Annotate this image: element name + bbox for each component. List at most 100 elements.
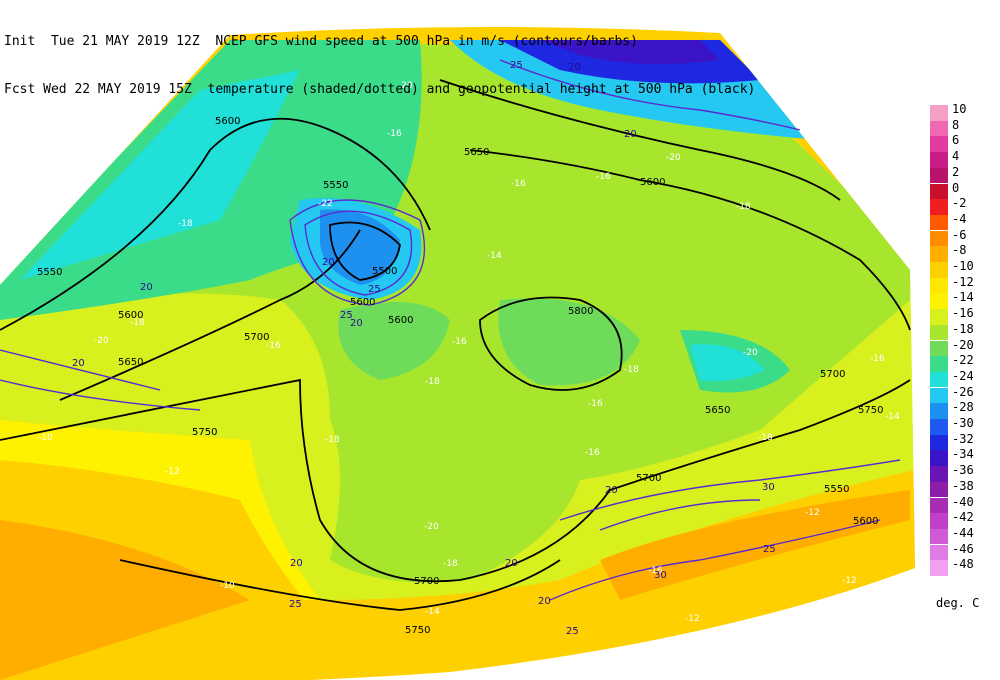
legend-unit-label: deg. C [936, 596, 980, 610]
legend-swatch [930, 387, 948, 404]
wind-label: 20 [538, 596, 551, 607]
legend-label: -40 [952, 494, 974, 509]
legend-label: -24 [952, 368, 974, 383]
wind-label-layer: 25 20 20 20 20 25 20 25 20 25 20 30 25 3… [72, 60, 776, 637]
temperature-label: -18 [758, 433, 773, 443]
legend-label: -2 [952, 196, 967, 211]
height-label: 5500 [372, 266, 397, 277]
legend-label: -26 [952, 384, 974, 399]
header-forecast-line: Fcst Wed 22 MAY 2019 15Z temperature (sh… [4, 82, 756, 97]
legend-label: -4 [952, 211, 967, 226]
legend-label: -48 [952, 557, 974, 572]
legend-swatch [930, 324, 948, 341]
temperature-label: -22 [318, 199, 333, 209]
legend-swatch [930, 419, 948, 435]
legend-label: 6 [952, 133, 960, 148]
legend-swatch [930, 434, 948, 451]
height-label: 5800 [568, 306, 593, 317]
legend-label: -38 [952, 478, 974, 493]
height-label: 5550 [824, 484, 849, 495]
legend-label: -20 [952, 337, 974, 352]
temperature-label: -16 [511, 179, 526, 189]
wind-label: 20 [290, 558, 303, 569]
legend-label: -16 [952, 306, 974, 321]
legend-swatch [930, 246, 948, 262]
legend-swatch [930, 120, 948, 137]
temperature-label: -10 [220, 581, 235, 591]
legend-label: -46 [952, 541, 974, 556]
chart-header: Init Tue 21 MAY 2019 12Z NCEP GFS wind s… [4, 2, 755, 114]
legend-swatch [930, 356, 948, 372]
temperature-label: -18 [325, 435, 340, 445]
temperature-label: -14 [425, 607, 440, 617]
legend-swatch [930, 340, 948, 356]
temperature-label: -16 [266, 341, 281, 351]
temperature-label: -16 [452, 337, 467, 347]
legend-swatch [930, 105, 948, 121]
temperature-label: -12 [685, 614, 700, 624]
height-label: 5600 [853, 516, 878, 527]
temperature-label: -20 [743, 348, 758, 358]
legend-label: 0 [952, 180, 960, 195]
height-label: 5600 [118, 310, 143, 321]
height-label: 5700 [244, 332, 269, 343]
legend-swatch [930, 466, 948, 482]
height-label: 5550 [323, 180, 348, 191]
height-label: 5650 [118, 357, 143, 368]
temperature-label: -16 [588, 399, 603, 409]
temperature-label: -16 [585, 448, 600, 458]
legend-swatch [930, 481, 948, 498]
legend-label: -14 [952, 290, 974, 305]
height-label: 5750 [858, 405, 883, 416]
wind-contours [0, 59, 901, 601]
temperature-label: -18 [736, 202, 751, 212]
legend-label: -30 [952, 416, 974, 430]
height-label: 5600 [388, 315, 413, 326]
wind-label: 25 [566, 626, 579, 637]
height-label: 5700 [414, 576, 439, 587]
wind-label: 20 [624, 129, 637, 140]
legend-swatch [930, 277, 948, 294]
temperature-label: -16 [648, 566, 663, 576]
temperature-label: -18 [178, 219, 193, 229]
legend-label: -8 [952, 243, 967, 258]
legend-swatch [930, 450, 948, 466]
wind-label: 20 [72, 358, 85, 369]
temperature-label: -14 [487, 251, 502, 261]
temperature-label: -12 [805, 508, 820, 518]
wind-label: 20 [568, 62, 581, 73]
legend-label: 8 [952, 117, 960, 132]
header-init-line: Init Tue 21 MAY 2019 12Z NCEP GFS wind s… [4, 34, 638, 49]
wind-label: 20 [605, 485, 618, 496]
temperature-label: -20 [666, 153, 681, 163]
height-label: 5550 [37, 267, 62, 278]
wind-label: 20 [505, 558, 518, 569]
wind-label: 20 [350, 318, 363, 329]
temperature-label: -16 [870, 354, 885, 364]
height-label: 5750 [192, 427, 217, 438]
legend-label: -32 [952, 431, 974, 446]
temperature-label-layer: -22 -20 -16 -18 -20 -18 -16 -16 -14 -16 … [38, 81, 900, 624]
height-label: 5650 [464, 147, 489, 158]
wind-label: 25 [368, 284, 381, 295]
legend-label: -34 [952, 447, 974, 462]
legend-swatch [930, 544, 948, 561]
height-label: 5600 [640, 177, 665, 188]
temperature-label: -20 [398, 81, 413, 91]
temperature-label: -12 [165, 467, 180, 477]
legend-label: -22 [952, 353, 974, 368]
legend-label: -44 [952, 525, 974, 540]
legend-label: -36 [952, 463, 974, 478]
legend-swatch [930, 513, 948, 529]
wind-label: 25 [510, 60, 523, 71]
map-label-layer: 5600 5550 5650 5600 5500 5600 5550 5700 … [37, 116, 883, 636]
temperature-label: -20 [424, 522, 439, 532]
legend-label: -12 [952, 274, 974, 289]
color-legend: 10 8 6 4 2 0 -2 -4 -6 -8 -10 -12 -14 -16 -18 -20 -22 -24-… [930, 95, 1000, 595]
legend-swatch [930, 293, 948, 309]
legend-swatch [930, 497, 948, 513]
wind-label: 30 [654, 570, 667, 581]
temperature-label: -18 [130, 318, 145, 328]
height-label: 5700 [636, 473, 661, 484]
